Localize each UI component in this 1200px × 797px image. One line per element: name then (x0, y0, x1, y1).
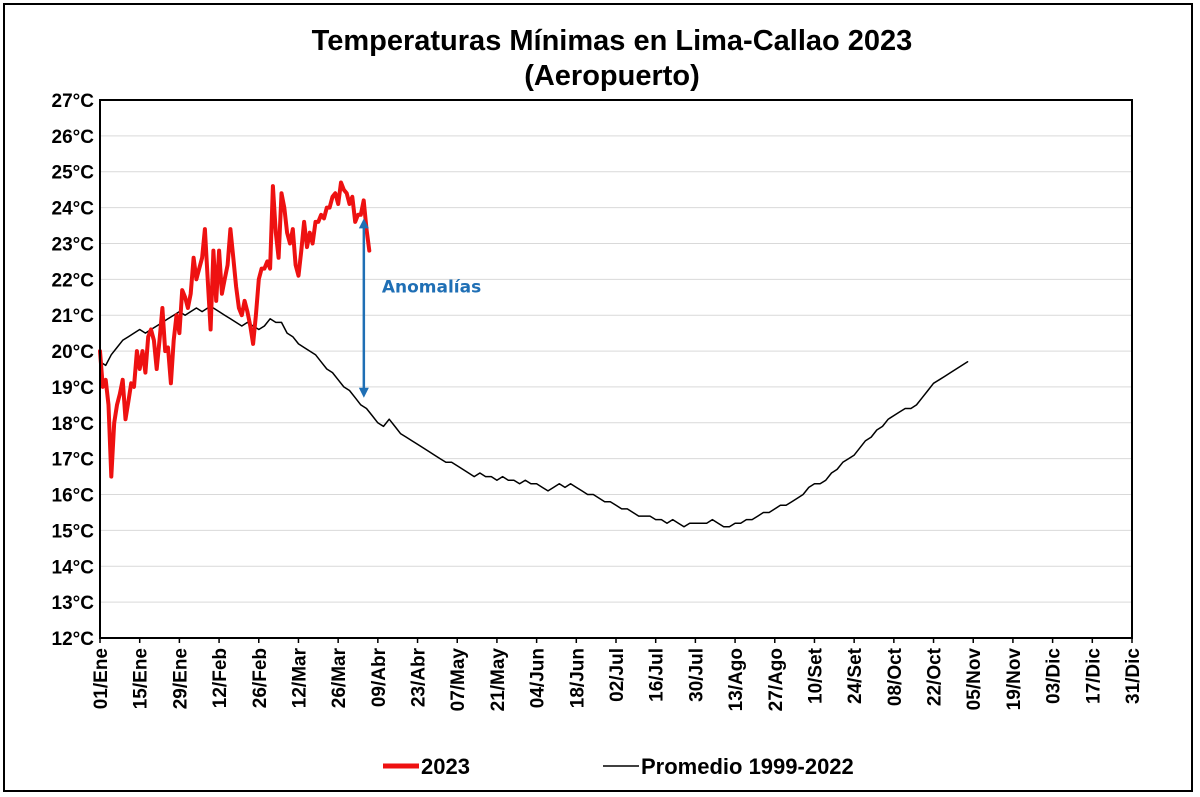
y-tick-label: 18°C (52, 414, 95, 435)
y-tick-label: 22°C (52, 270, 95, 291)
x-tick-label: 24/Set (845, 647, 866, 704)
x-tick-label: 10/Set (805, 647, 826, 704)
y-axis-ticks: 12°C 13°C 14°C 15°C 16°C 17°C 18°C 19°C 20°C 21°C… (52, 91, 95, 650)
anomaly-arrow-head-bottom (358, 387, 369, 398)
x-tick-label: 27/Ago (766, 648, 787, 711)
x-tick-label: 19/Nov (1004, 648, 1025, 711)
x-tick-label: 02/Jul (607, 648, 628, 702)
annotations: Anomalías (358, 218, 481, 398)
x-tick-label: 08/Oct (885, 647, 906, 706)
y-tick-label: 17°C (52, 450, 95, 471)
series-average-line (99, 307, 969, 528)
y-tick-label: 21°C (52, 306, 95, 327)
chart-frame: Temperaturas Mínimas en Lima-Callao 2023… (3, 3, 1193, 792)
y-tick-label: 27°C (52, 91, 95, 112)
y-tick-label: 14°C (52, 557, 95, 578)
y-tick-label: 25°C (52, 163, 95, 184)
x-tick-label: 30/Jul (686, 648, 707, 702)
x-tick-label: 03/Dic (1044, 648, 1065, 704)
y-tick-label: 15°C (52, 521, 95, 542)
x-tick-label: 29/Ene (170, 648, 191, 709)
chart-subtitle: (Aeropuerto) (524, 60, 700, 92)
y-tick-label: 16°C (52, 486, 95, 507)
x-tick-label: 12/Feb (210, 648, 231, 708)
legend-label: Promedio 1999-2022 (641, 754, 854, 779)
y-tick-label: 26°C (52, 127, 95, 148)
x-tick-label: 22/Oct (925, 647, 946, 706)
legend: 2023 Promedio 1999-2022 (383, 754, 854, 779)
x-tick-label: 15/Ene (131, 648, 152, 709)
x-tick-label: 05/Nov (964, 648, 985, 711)
x-tick-label: 12/Mar (289, 647, 310, 708)
x-tick-label: 26/Feb (250, 648, 271, 708)
gridlines (100, 99, 1132, 639)
series-2023-line (98, 180, 372, 479)
x-tick-label: 21/May (488, 648, 509, 712)
series-lines (98, 180, 969, 528)
x-tick-label: 23/Abr (409, 647, 430, 707)
x-tick-label: 09/Abr (369, 647, 390, 707)
y-tick-label: 12°C (52, 629, 95, 650)
x-tick-label: 16/Jul (647, 648, 668, 702)
x-tick-label: 01/Ene (91, 648, 112, 709)
y-tick-label: 20°C (52, 342, 95, 363)
x-tick-label: 18/Jun (567, 648, 588, 708)
anomaly-arrow-head-top (358, 218, 369, 229)
legend-label: 2023 (421, 754, 470, 779)
x-tick-label: 13/Ago (726, 648, 747, 711)
x-tick-label: 31/Dic (1123, 648, 1144, 704)
x-tick-label: 07/May (448, 648, 469, 712)
y-tick-label: 24°C (52, 199, 95, 220)
y-tick-label: 13°C (52, 593, 95, 614)
x-tick-label: 26/Mar (329, 647, 350, 708)
line-chart: Temperaturas Mínimas en Lima-Callao 2023… (52, 25, 1144, 779)
x-axis-ticks: 01/Ene 15/Ene 29/Ene 12/Feb 26/Feb 12/Mar 26/M… (91, 638, 1144, 711)
chart-title: Temperaturas Mínimas en Lima-Callao 2023 (312, 25, 913, 57)
y-tick-label: 23°C (52, 234, 95, 255)
x-tick-label: 04/Jun (528, 648, 549, 708)
y-tick-label: 19°C (52, 378, 95, 399)
anomaly-label: Anomalías (382, 278, 481, 298)
x-tick-label: 17/Dic (1083, 648, 1104, 704)
plot-area-border (99, 99, 1133, 639)
